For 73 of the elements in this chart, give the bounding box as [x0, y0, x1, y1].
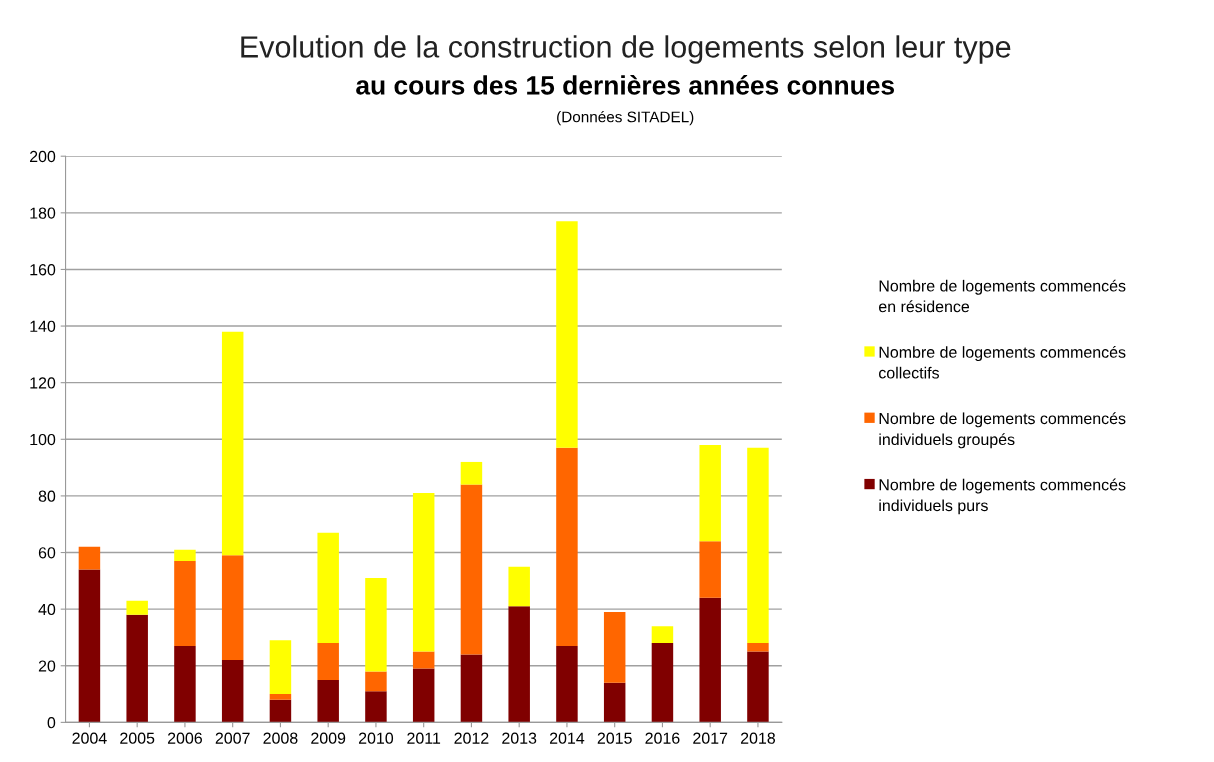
bar	[460, 461, 483, 485]
bar	[317, 679, 339, 723]
x-tick-label: 2017	[693, 732, 728, 744]
bar	[508, 566, 530, 607]
bar	[365, 578, 387, 672]
bar	[78, 569, 101, 723]
y-tick-label: 60	[38, 547, 56, 559]
bar	[699, 541, 721, 598]
x-tick-label: 2006	[167, 732, 202, 744]
bar	[269, 699, 292, 723]
text: (Données SITADEL)	[557, 110, 694, 126]
bar	[603, 682, 626, 723]
bar	[78, 546, 101, 570]
bar	[699, 444, 721, 542]
x-tick-label: 2004	[72, 732, 107, 744]
bar	[126, 600, 148, 615]
y-tick-label: 0	[47, 717, 56, 729]
y-tick-label: 80	[38, 490, 56, 502]
bar	[603, 611, 626, 683]
y-tick-label: 40	[38, 603, 56, 616]
text: Nombre de logements commencés en résidence	[879, 279, 1126, 313]
bar	[221, 331, 244, 556]
bar	[651, 643, 674, 723]
bar	[126, 614, 148, 723]
bar	[269, 640, 292, 695]
bar	[460, 484, 483, 655]
y-tick-label: 140	[30, 320, 56, 332]
bar	[317, 643, 339, 680]
y-tick-label: 160	[30, 264, 56, 276]
x-tick-label: 2013	[502, 732, 537, 744]
bar	[747, 643, 769, 652]
bar	[412, 668, 435, 723]
chart-subtitle: au cours des 15 dernières années connues	[356, 75, 895, 95]
bar	[747, 447, 769, 644]
x-tick-label: 2016	[645, 732, 680, 744]
x-tick-label: 2011	[407, 732, 441, 744]
chart-title: Evolution de la construction de logements selon leur type	[241, 35, 1011, 64]
bar	[556, 447, 578, 646]
y-tick-label: 180	[30, 207, 56, 219]
bar	[412, 493, 435, 652]
bar	[699, 597, 721, 723]
bar	[174, 561, 196, 646]
bar	[174, 645, 196, 723]
bar	[221, 555, 244, 661]
x-tick-label: 2012	[454, 732, 489, 744]
legend-label: Nombre de logements commencés collectifs	[879, 345, 1126, 379]
x-tick-label: 2007	[215, 732, 250, 744]
bar	[556, 221, 578, 448]
x-tick-label: 2008	[263, 732, 298, 744]
bar	[508, 606, 530, 723]
x-tick-label: 2018	[740, 732, 776, 744]
bar	[221, 660, 244, 723]
bar	[365, 691, 387, 723]
bar	[365, 671, 387, 692]
legend-label: Nombre de logements commencés individuels purs	[879, 478, 1126, 515]
x-tick-label: 2014	[549, 732, 585, 744]
legend-label: Nombre de logements commencés individuels groupés	[879, 412, 1126, 449]
x-tick-label: 2009	[311, 732, 346, 744]
bar	[269, 694, 292, 700]
x-tick-label: 2005	[120, 732, 155, 744]
bar	[174, 549, 196, 562]
y-tick-label: 200	[29, 150, 56, 163]
bar	[412, 651, 435, 669]
bar	[556, 645, 578, 723]
x-tick-label: 2015	[597, 732, 632, 744]
y-tick-label: 100	[30, 433, 56, 446]
x-tick-label: 2010	[358, 732, 394, 744]
bar	[460, 654, 483, 723]
y-tick-label: 120	[30, 377, 56, 389]
bar	[317, 532, 339, 644]
y-tick-label: 20	[38, 660, 56, 672]
bar	[651, 626, 674, 644]
bar	[747, 651, 769, 723]
